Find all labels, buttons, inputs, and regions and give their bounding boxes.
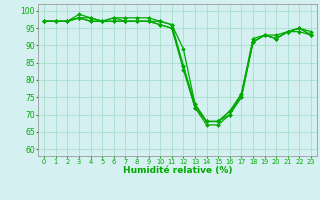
X-axis label: Humidité relative (%): Humidité relative (%) xyxy=(123,166,232,175)
